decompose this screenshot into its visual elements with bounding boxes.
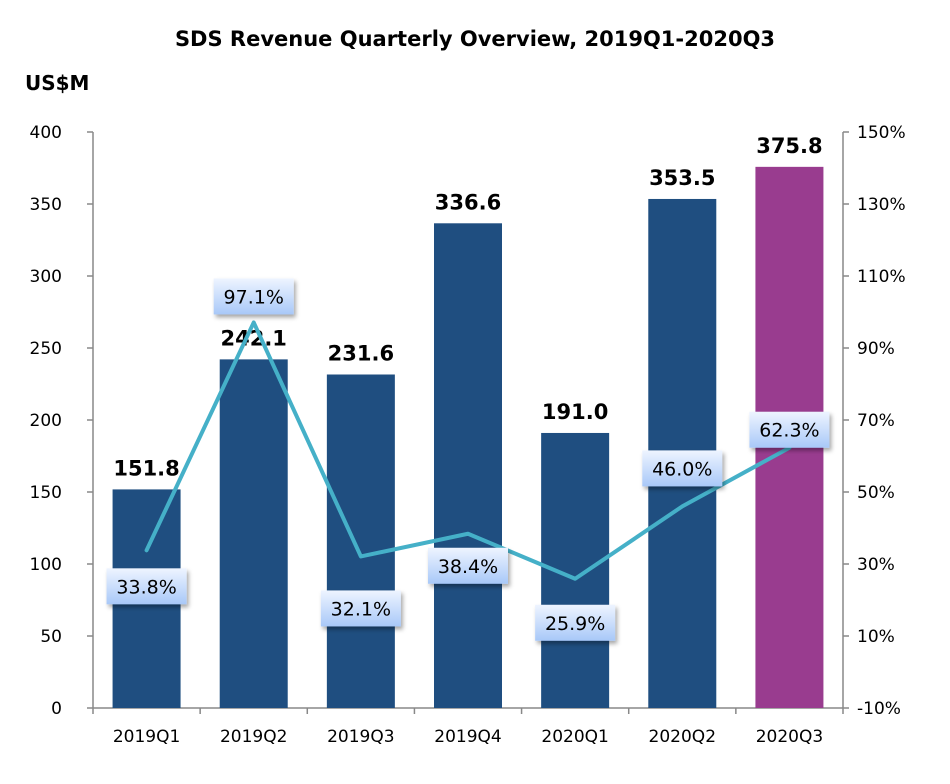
x-tick-label: 2020Q2 xyxy=(649,727,716,747)
x-tick-label: 2019Q1 xyxy=(113,727,180,747)
right-tick-label: 90% xyxy=(857,339,895,359)
growth-label: 62.3% xyxy=(759,420,819,442)
growth-line xyxy=(144,320,792,581)
bar-value-label: 231.6 xyxy=(328,341,394,365)
bar-value-label: 191.0 xyxy=(542,400,608,424)
x-tick-label: 2019Q2 xyxy=(220,727,287,747)
growth-label-box xyxy=(213,278,294,315)
growth-label-box xyxy=(320,590,401,627)
growth-label: 46.0% xyxy=(652,458,712,480)
x-tick-label: 2019Q4 xyxy=(434,727,501,747)
bar xyxy=(219,359,288,708)
right-tick-label: 10% xyxy=(857,627,895,647)
growth-label: 32.1% xyxy=(331,598,391,620)
right-tick-label: 50% xyxy=(857,483,895,503)
right-tick-label: 30% xyxy=(857,555,895,575)
growth-label-box xyxy=(106,568,187,605)
bar xyxy=(326,374,395,708)
left-tick-label: 100 xyxy=(30,555,62,575)
chart-title: SDS Revenue Quarterly Overview, 2019Q1-2… xyxy=(175,27,775,51)
bar xyxy=(434,223,502,708)
growth-label-box xyxy=(749,411,830,448)
bar-value-label: 375.8 xyxy=(756,134,822,158)
left-tick-label: 0 xyxy=(51,699,62,719)
left-tick-label: 50 xyxy=(40,627,62,647)
bar-value-label: 353.5 xyxy=(649,166,715,190)
left-tick-label: 150 xyxy=(30,483,62,503)
right-tick-label: -10% xyxy=(857,699,901,719)
left-tick-label: 300 xyxy=(30,267,62,287)
right-tick-label: 150% xyxy=(857,123,906,143)
growth-label: 97.1% xyxy=(224,286,284,308)
left-tick-label: 350 xyxy=(30,195,62,215)
growth-label-box xyxy=(428,547,508,584)
y-axis-label: US$M xyxy=(25,71,89,95)
growth-label: 25.9% xyxy=(545,613,605,635)
growth-label: 33.8% xyxy=(116,576,176,598)
bar-value-label: 336.6 xyxy=(435,190,501,214)
x-tick-label: 2020Q3 xyxy=(756,727,823,747)
x-tick-label: 2019Q3 xyxy=(327,727,394,747)
growth-label-box xyxy=(535,604,616,641)
growth-label-box xyxy=(642,450,723,487)
x-tick-label: 2020Q1 xyxy=(541,727,608,747)
bar-value-label: 151.8 xyxy=(113,456,179,480)
left-tick-label: 400 xyxy=(30,123,62,143)
bar-value-label: 242.1 xyxy=(220,326,286,350)
left-tick-label: 250 xyxy=(30,339,62,359)
growth-label: 38.4% xyxy=(438,556,498,578)
right-tick-label: 130% xyxy=(857,195,906,215)
right-tick-label: 110% xyxy=(857,267,906,287)
right-tick-label: 70% xyxy=(857,411,895,431)
left-tick-label: 200 xyxy=(30,411,62,431)
